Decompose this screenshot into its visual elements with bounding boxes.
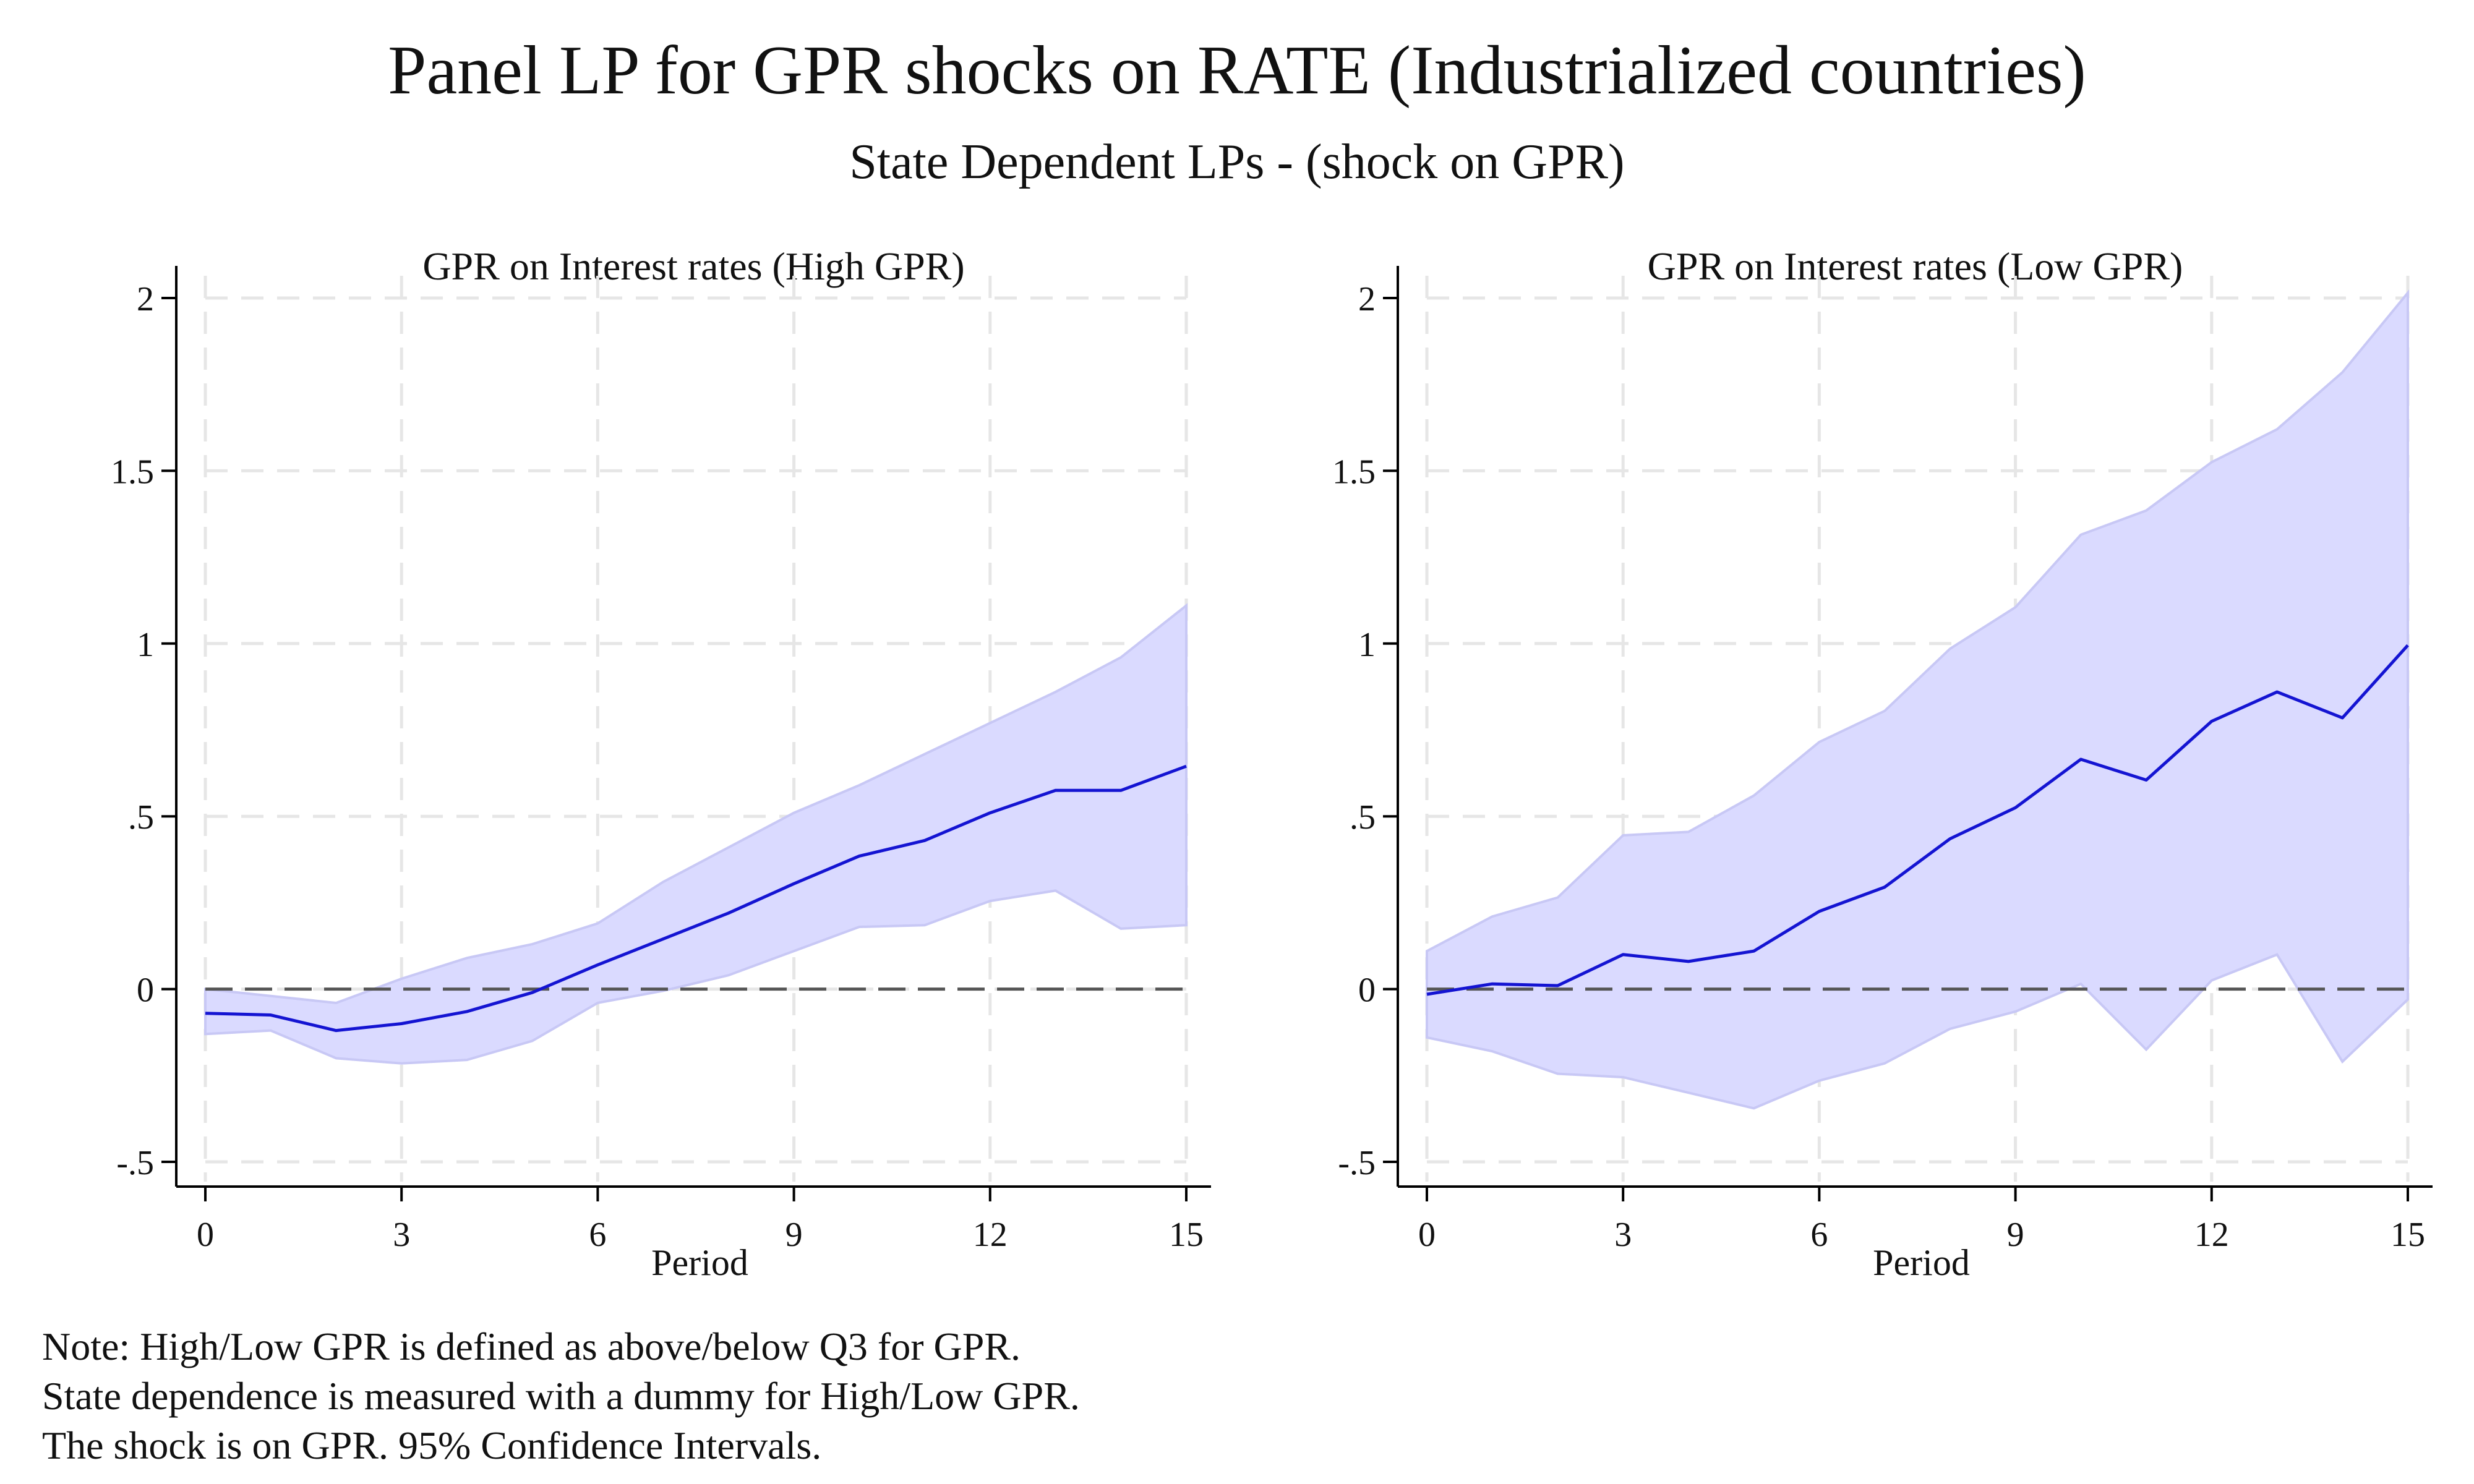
confidence-band xyxy=(204,603,1188,1065)
x-tick-label: 3 xyxy=(393,1216,410,1254)
panel-title: GPR on Interest rates (High GPR) xyxy=(422,244,964,288)
x-tick-label: 6 xyxy=(589,1216,606,1254)
chart-title: Panel LP for GPR shocks on RATE (Industr… xyxy=(388,32,2086,109)
y-tick-label: .5 xyxy=(1350,798,1376,837)
x-tick-label: 6 xyxy=(1810,1216,1828,1254)
y-tick-label: -.5 xyxy=(1338,1144,1376,1182)
chart-subtitle: State Dependent LPs - (shock on GPR) xyxy=(849,135,1625,189)
chart-panel-1: GPR on Interest rates (High GPR) -.5 0 .5 1 1… xyxy=(111,244,1211,1283)
x-tick-label: 12 xyxy=(973,1216,1008,1254)
note-line-2: State dependence is measured with a dumm… xyxy=(42,1374,1080,1418)
figure-notes: Note: High/Low GPR is defined as above/b… xyxy=(42,1322,1080,1470)
response-line xyxy=(1426,644,2409,996)
y-tick-label: 0 xyxy=(1358,971,1376,1010)
response-line xyxy=(205,764,1187,1033)
note-line-1: Note: High/Low GPR is defined as above/b… xyxy=(42,1324,1021,1368)
y-tick-label: 2 xyxy=(1358,280,1376,318)
chart-panel-2: GPR on Interest rates (Low GPR) -.5 0 .5 1 1.… xyxy=(1332,244,2433,1283)
confidence-band xyxy=(1426,289,2409,1110)
panel-title: GPR on Interest rates (Low GPR) xyxy=(1648,244,2183,288)
x-tick-label: 9 xyxy=(2007,1216,2024,1254)
x-tick-label: 15 xyxy=(1169,1216,1204,1254)
y-tick-label: 1.5 xyxy=(111,453,154,491)
y-tick-label: 1 xyxy=(137,626,154,664)
y-tick-label: -.5 xyxy=(116,1144,154,1182)
y-tick-label: 1 xyxy=(1358,626,1376,664)
y-tick-label: 1.5 xyxy=(1332,453,1376,491)
x-tick-label: 3 xyxy=(1614,1216,1632,1254)
x-axis-label: Period xyxy=(1873,1242,1970,1283)
x-tick-label: 0 xyxy=(197,1216,214,1254)
y-tick-label: .5 xyxy=(128,798,154,837)
x-tick-label: 9 xyxy=(785,1216,803,1254)
x-tick-label: 15 xyxy=(2391,1216,2425,1254)
x-tick-label: 0 xyxy=(1418,1216,1436,1254)
y-tick-label: 2 xyxy=(137,280,154,318)
x-tick-label: 12 xyxy=(2194,1216,2229,1254)
note-line-3: The shock is on GPR. 95% Confidence Inte… xyxy=(42,1423,822,1467)
x-axis-label: Period xyxy=(651,1242,748,1283)
y-tick-label: 0 xyxy=(137,971,154,1010)
